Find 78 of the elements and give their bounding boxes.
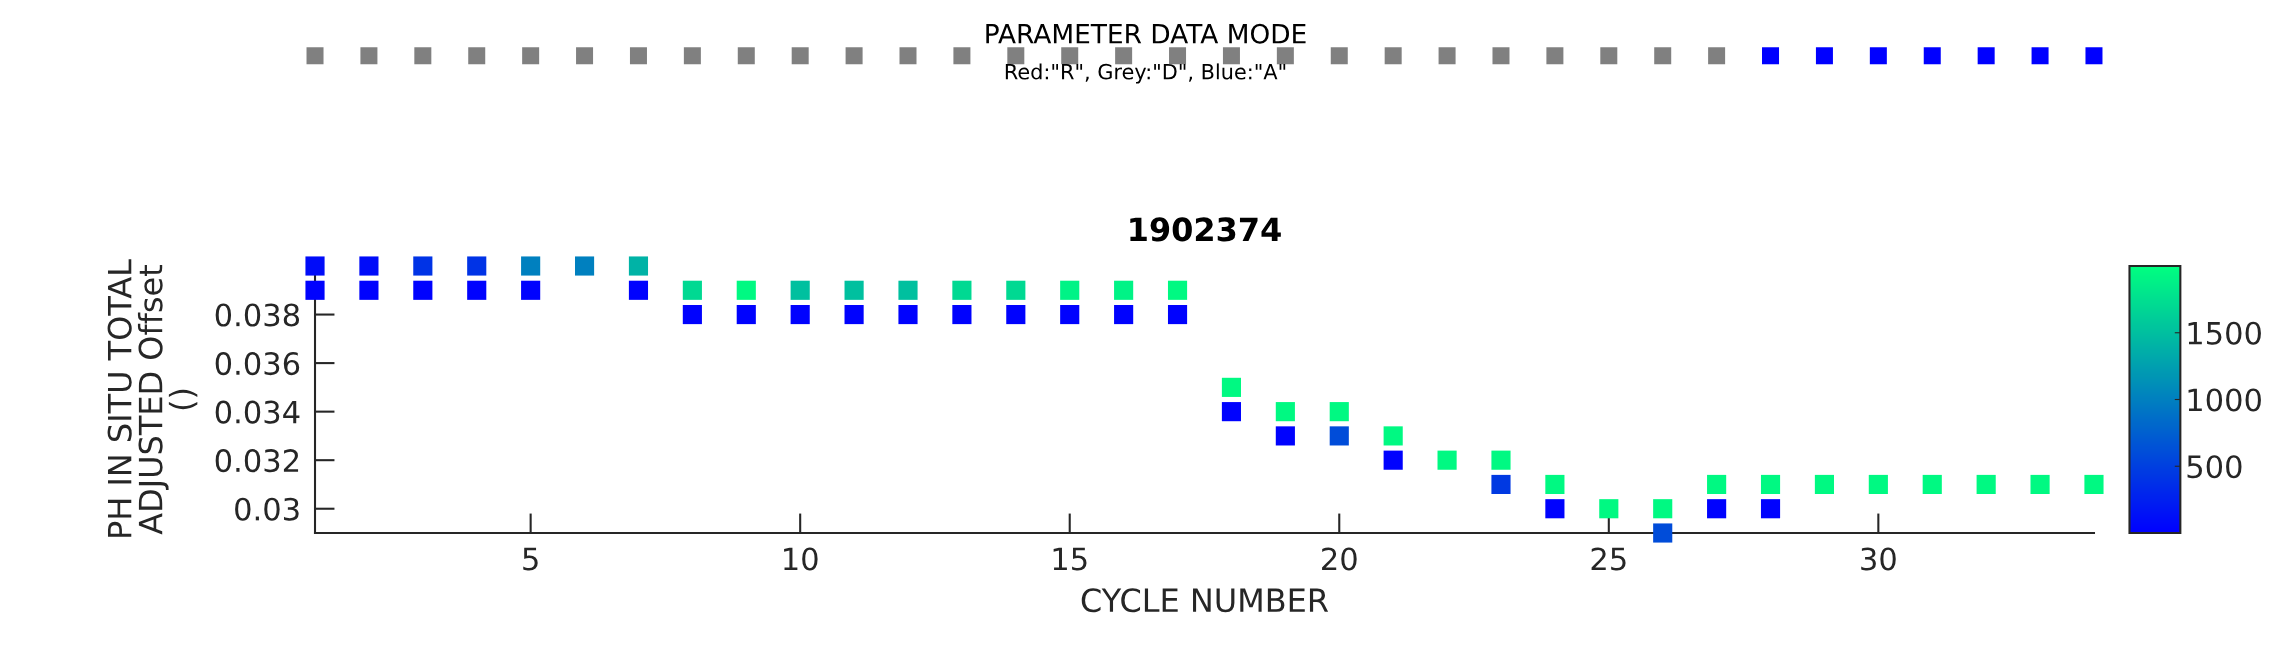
point bbox=[1976, 474, 1996, 495]
point bbox=[790, 304, 810, 325]
point bbox=[413, 280, 433, 300]
point bbox=[305, 256, 325, 276]
point bbox=[1221, 377, 1242, 397]
point bbox=[898, 304, 918, 325]
point bbox=[574, 256, 595, 276]
point bbox=[1060, 304, 1080, 325]
x-tick-label: 5 bbox=[523, 547, 538, 571]
y-tick-label: 0.038 bbox=[215, 303, 300, 327]
point bbox=[1599, 499, 1619, 519]
point bbox=[682, 304, 702, 325]
x-tick-label: 20 bbox=[1322, 547, 1357, 571]
point bbox=[844, 304, 864, 325]
point bbox=[413, 256, 433, 276]
point bbox=[1760, 499, 1781, 519]
point bbox=[1545, 499, 1565, 519]
color-bar-label: 1000 bbox=[2188, 388, 2261, 412]
point bbox=[1491, 450, 1511, 470]
point bbox=[1329, 402, 1349, 422]
point bbox=[1167, 304, 1188, 325]
point bbox=[844, 280, 864, 300]
x-tick-label: 25 bbox=[1591, 547, 1626, 571]
point bbox=[2084, 474, 2104, 495]
x-axis-title: CYCLE NUMBER bbox=[1081, 588, 1329, 613]
point bbox=[952, 280, 972, 300]
point bbox=[2030, 474, 2050, 495]
point bbox=[467, 280, 487, 300]
point bbox=[628, 280, 649, 300]
point bbox=[952, 304, 972, 325]
point bbox=[1491, 474, 1511, 495]
text: Red:"R", Grey:"D", Blue:"A" bbox=[1005, 63, 1286, 84]
point bbox=[467, 256, 487, 276]
point bbox=[305, 280, 325, 300]
point bbox=[682, 280, 702, 300]
point bbox=[1760, 474, 1781, 495]
point bbox=[1329, 426, 1349, 446]
point bbox=[1221, 402, 1242, 422]
point bbox=[1006, 304, 1026, 325]
point bbox=[1060, 280, 1080, 300]
point bbox=[898, 280, 918, 300]
point bbox=[736, 280, 756, 300]
point bbox=[1868, 474, 1888, 495]
point bbox=[1383, 426, 1403, 446]
y-tick-label: 0.03 bbox=[235, 497, 299, 521]
y-tick-label: 0.034 bbox=[215, 400, 300, 424]
point bbox=[1383, 450, 1403, 470]
color-bar-label: 500 bbox=[2187, 455, 2242, 479]
point bbox=[1275, 426, 1295, 446]
point bbox=[1114, 280, 1134, 300]
y-tick-label: 0.032 bbox=[215, 449, 299, 473]
x-tick-label: 30 bbox=[1861, 547, 1896, 571]
point bbox=[1814, 474, 1834, 495]
point bbox=[1653, 523, 1673, 543]
point bbox=[1275, 402, 1295, 422]
point bbox=[1922, 474, 1942, 495]
x-tick-label: 10 bbox=[784, 547, 818, 571]
point bbox=[359, 256, 379, 276]
point bbox=[628, 256, 649, 276]
x-tick-label: 15 bbox=[1053, 547, 1087, 571]
point bbox=[1437, 450, 1457, 470]
point bbox=[1114, 304, 1134, 325]
chart-title: 1902374 bbox=[1130, 217, 1281, 242]
point bbox=[1653, 499, 1673, 519]
y-axis-title: PH IN SITU TOTAL ADJUSTED Offset () bbox=[107, 259, 198, 537]
point bbox=[790, 280, 810, 300]
point bbox=[1167, 280, 1188, 300]
point bbox=[521, 280, 541, 300]
point bbox=[359, 280, 379, 300]
point bbox=[1545, 474, 1565, 495]
y-tick-label: 0.036 bbox=[215, 352, 300, 376]
point bbox=[1006, 280, 1026, 300]
point bbox=[521, 256, 541, 276]
point bbox=[1707, 474, 1727, 495]
text: PARAMETER DATA MODE bbox=[986, 23, 1306, 44]
point bbox=[1707, 499, 1727, 519]
point bbox=[736, 304, 756, 325]
color-bar-label: 1500 bbox=[2188, 321, 2261, 345]
